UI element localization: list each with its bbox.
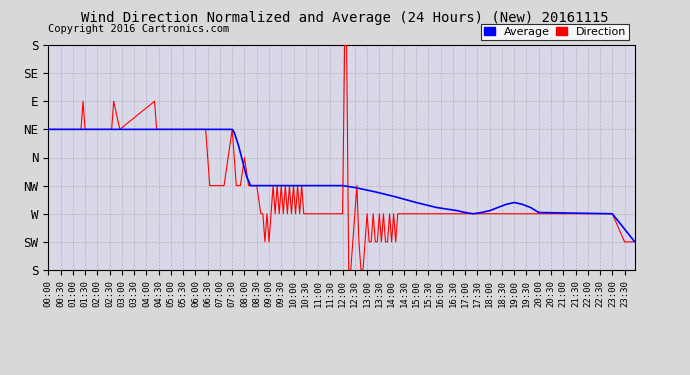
Text: Copyright 2016 Cartronics.com: Copyright 2016 Cartronics.com [48,24,230,34]
Legend: Average, Direction: Average, Direction [481,24,629,40]
Text: Wind Direction Normalized and Average (24 Hours) (New) 20161115: Wind Direction Normalized and Average (2… [81,11,609,25]
